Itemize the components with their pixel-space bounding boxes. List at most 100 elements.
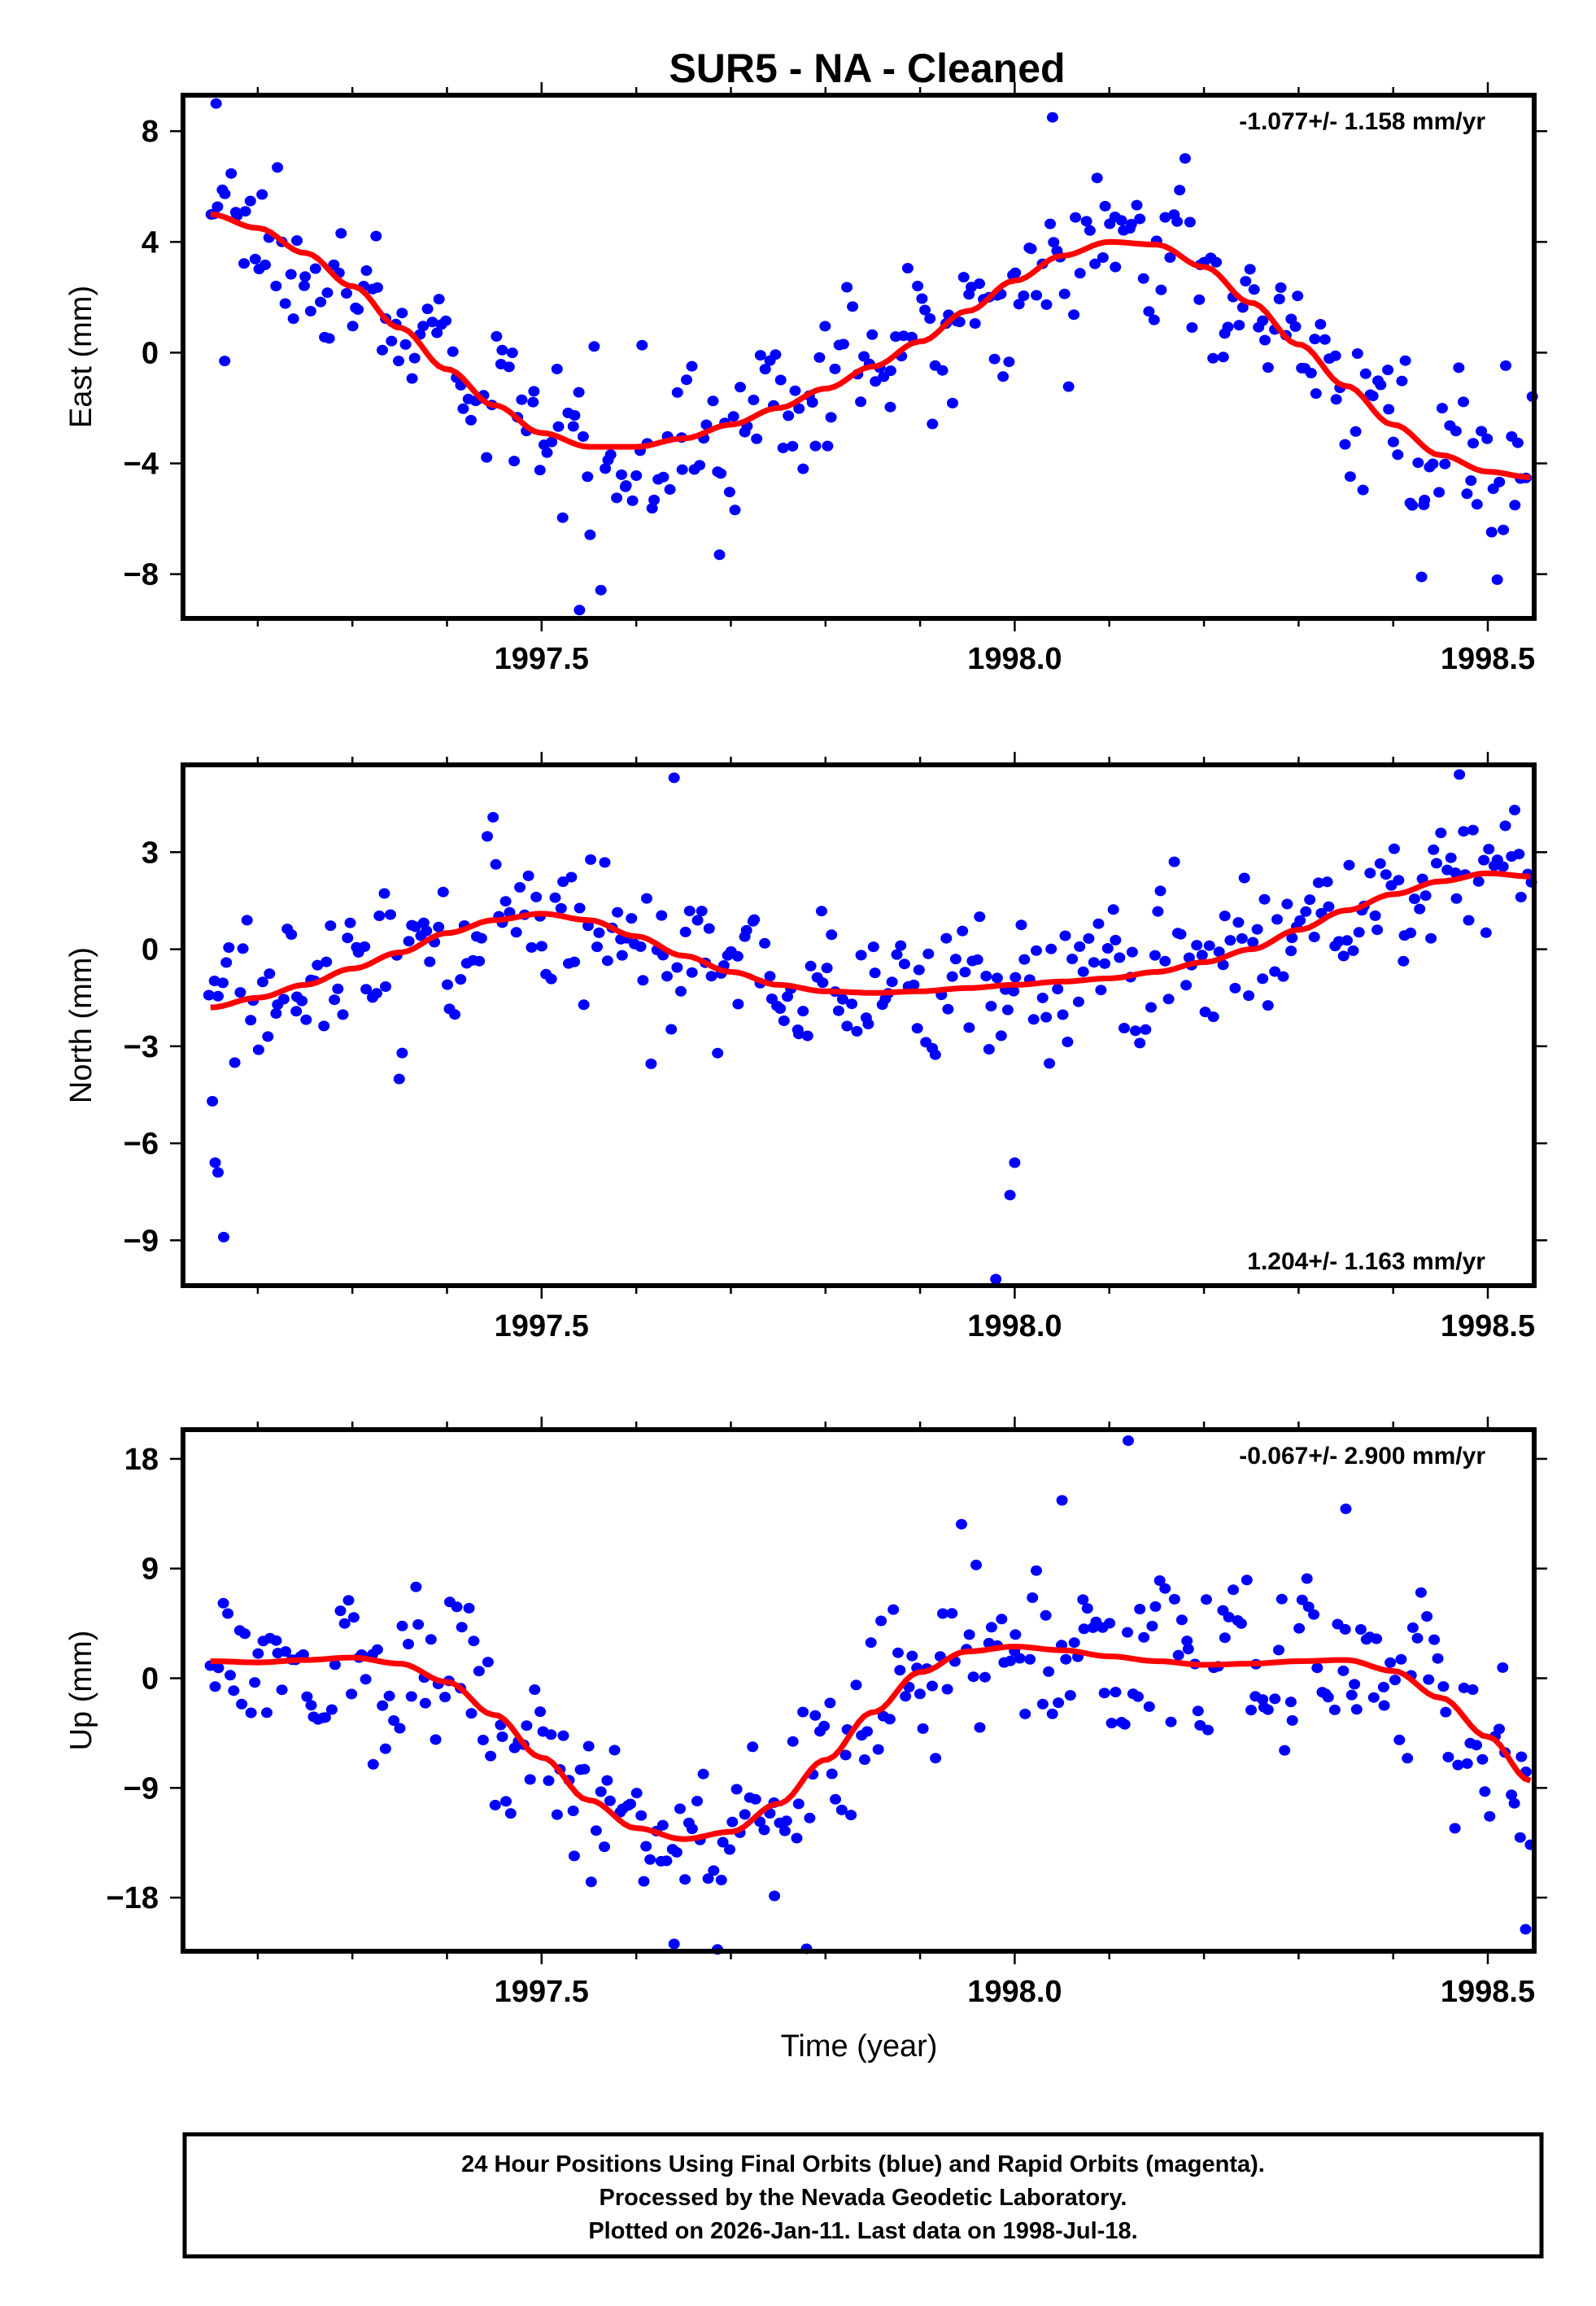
- north-data-point: [1398, 955, 1410, 967]
- up-data-point: [739, 1809, 751, 1820]
- north-data-point: [869, 967, 881, 979]
- up-data-point: [396, 1620, 408, 1631]
- east-data-point: [399, 338, 412, 350]
- east-data-point: [707, 395, 719, 407]
- north-data-point: [1458, 826, 1470, 837]
- east-data-point: [681, 374, 692, 386]
- up-data-point: [758, 1824, 770, 1836]
- up-data-point: [1406, 1622, 1419, 1633]
- north-data-point: [557, 876, 569, 888]
- up-data-point: [477, 1734, 489, 1745]
- north-data-point: [1107, 904, 1119, 915]
- east-data-point: [1018, 290, 1030, 301]
- north-data-point: [816, 906, 827, 917]
- north-data-point: [1077, 966, 1089, 977]
- east-data-point: [1031, 290, 1043, 301]
- north-data-point: [1092, 918, 1105, 929]
- north-data-point: [1149, 950, 1161, 961]
- up-outlier-point: [1520, 1924, 1532, 1935]
- north-data-point: [1066, 954, 1079, 964]
- north-data-point: [1388, 843, 1400, 854]
- up-data-point: [1182, 1644, 1194, 1655]
- north-data-point: [220, 957, 233, 968]
- north-data-point: [344, 917, 356, 928]
- east-data-point: [321, 287, 334, 299]
- north-data-point: [321, 956, 333, 967]
- up-data-point: [1036, 1698, 1049, 1710]
- east-data-point: [1244, 264, 1256, 275]
- east-data-point: [1040, 299, 1053, 310]
- north-data-point: [578, 999, 590, 1011]
- up-data-point: [780, 1815, 792, 1827]
- up-data-point: [883, 1714, 896, 1725]
- up-data-point: [804, 1812, 816, 1823]
- north-data-point: [645, 1058, 657, 1069]
- north-data-point: [612, 906, 624, 918]
- up-data-point: [1337, 1665, 1350, 1676]
- north-data-point: [740, 924, 752, 936]
- north-data-point: [1052, 984, 1064, 994]
- east-data-point: [1171, 216, 1184, 227]
- east-data-point: [1058, 288, 1071, 299]
- east-data-point: [884, 401, 896, 413]
- east-data-point: [1289, 321, 1302, 332]
- north-data-point: [1467, 824, 1479, 836]
- up-data-point: [468, 1636, 480, 1647]
- up-data-point: [585, 1876, 597, 1888]
- north-plot-frame: [181, 762, 1537, 1288]
- east-data-point: [426, 317, 438, 328]
- up-data-point: [1389, 1675, 1401, 1686]
- east-data-point: [947, 397, 958, 408]
- north-data-point: [1277, 971, 1289, 982]
- east-data-point: [1013, 299, 1025, 310]
- up-data-point: [887, 1604, 900, 1615]
- east-outlier-point: [573, 605, 586, 616]
- north-data-point: [1196, 950, 1208, 961]
- east-data-point: [1097, 252, 1109, 263]
- north-data-point: [1229, 982, 1241, 994]
- up-data-point: [1328, 1704, 1341, 1715]
- east-data-point: [1137, 273, 1149, 284]
- east-data-point: [1074, 268, 1086, 279]
- up-data-point: [1172, 1649, 1184, 1661]
- east-data-point: [797, 463, 809, 474]
- north-data-point: [679, 926, 691, 937]
- east-y-tick-label: −8: [124, 558, 159, 592]
- east-data-point: [735, 382, 746, 393]
- up-data-point: [1452, 1759, 1464, 1771]
- east-data-point: [919, 304, 931, 316]
- north-data-point: [223, 942, 235, 953]
- up-data-point: [946, 1608, 958, 1619]
- footer-line-orbits: 24 Hour Positions Using Final Orbits (bl…: [461, 2151, 1265, 2177]
- up-data-point: [301, 1691, 313, 1702]
- up-data-point: [551, 1809, 563, 1820]
- up-data-point: [377, 1700, 389, 1711]
- up-data-point: [1322, 1692, 1334, 1703]
- north-data-point: [499, 896, 512, 907]
- up-data-point: [630, 1788, 643, 1799]
- north-data-point: [1472, 876, 1485, 887]
- panel-north: 1997.5 1998.0 1998.5 3 0 −3 −6 −9 North (mm) 1.…: [64, 752, 1547, 1343]
- up-data-point: [1476, 1754, 1489, 1765]
- north-data-point: [217, 977, 229, 989]
- north-data-point: [1347, 945, 1359, 956]
- north-data-point: [1134, 1037, 1146, 1049]
- up-data-point: [1077, 1594, 1089, 1605]
- east-data-point: [825, 412, 837, 423]
- up-data-point: [236, 1698, 248, 1710]
- north-data-point: [1191, 940, 1203, 951]
- north-data-point: [1219, 911, 1231, 922]
- north-data-point: [1045, 943, 1057, 954]
- north-data-point: [585, 854, 597, 865]
- up-data-point: [489, 1799, 501, 1810]
- up-data-point: [858, 1754, 870, 1765]
- east-data-point: [1186, 322, 1198, 333]
- north-data-point: [203, 989, 215, 1001]
- east-data-point: [636, 339, 648, 351]
- north-data-point: [1213, 946, 1225, 958]
- north-x-tick-label: 1997.5: [495, 1309, 589, 1343]
- up-data-point: [697, 1768, 709, 1780]
- north-data-point: [626, 913, 638, 924]
- up-data-point: [1449, 1823, 1461, 1834]
